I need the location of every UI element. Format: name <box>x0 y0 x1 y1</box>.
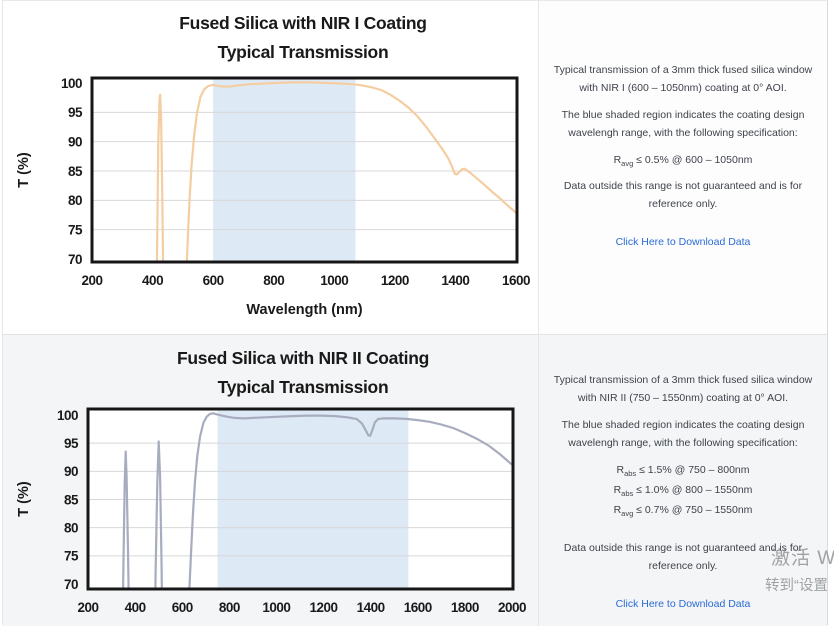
y-tick-label: 95 <box>64 436 79 451</box>
x-tick-label: 800 <box>263 273 284 288</box>
y-tick-label: 70 <box>64 577 78 592</box>
nir1-description-panel: Typical transmission of a 3mm thick fuse… <box>538 1 827 334</box>
x-tick-label: 1600 <box>502 273 530 288</box>
x-tick-label: 1400 <box>441 273 469 288</box>
x-tick-label: 600 <box>203 273 224 288</box>
nir2-disclaimer: Data outside this range is not guarantee… <box>563 542 803 572</box>
nir1-disclaimer: Data outside this range is not guarantee… <box>563 180 803 210</box>
nir2-chart-title: Fused Silica with NIR II Coating Typical… <box>69 344 537 402</box>
y-tick-label: 90 <box>68 134 82 149</box>
nir2-title-line2: Typical Transmission <box>217 377 389 397</box>
x-tick-label: 200 <box>77 600 98 615</box>
section-nir2: Fused Silica with NIR II Coating Typical… <box>3 334 827 626</box>
section-nir1: Fused Silica with NIR I Coating Typical … <box>3 1 827 334</box>
x-tick-label: 1400 <box>357 600 385 615</box>
y-tick-label: 85 <box>68 164 83 179</box>
y-tick-label: 75 <box>68 222 83 237</box>
plot-border <box>86 407 515 591</box>
nir1-chart-cell: Fused Silica with NIR I Coating Typical … <box>3 1 538 334</box>
x-tick-label: 200 <box>81 273 102 288</box>
nir1-transmission-chart: 200 400 600 800 1000 1200 1400 1600 70 75 80 85 90 95… <box>16 76 531 318</box>
x-tick-label: 600 <box>172 600 193 615</box>
nir2-title-line1: Fused Silica with NIR II Coating <box>177 348 429 368</box>
y-axis-label: T (%) <box>16 481 32 517</box>
transmission-curve <box>122 412 512 588</box>
x-tick-label: 400 <box>142 273 163 288</box>
y-tick-label: 85 <box>64 492 79 507</box>
y-tick-label: 70 <box>68 252 82 267</box>
nir2-spec-block: Rabs ≤ 1.5% @ 750 – 800nm Rabs ≤ 1.0% @ … <box>551 461 815 519</box>
x-tick-label: 1600 <box>404 600 432 615</box>
y-axis-label: T (%) <box>16 152 32 188</box>
coating-design-range-shade <box>213 79 356 261</box>
x-tick-label: 400 <box>125 600 146 615</box>
x-tick-label: 1200 <box>381 273 409 288</box>
y-tick-label: 80 <box>64 520 78 535</box>
nir2-spec-ravg: Ravg ≤ 0.7% @ 750 – 1550nm <box>613 504 753 519</box>
y-tick-label: 80 <box>68 193 82 208</box>
nir2-transmission-chart: 200 400 600 800 1000 1200 1400 1600 1800 2000 70 75… <box>16 407 527 615</box>
nir1-title-line1: Fused Silica with NIR I Coating <box>179 13 427 33</box>
nir2-spec-rabs-1: Rabs ≤ 1.5% @ 750 – 800nm <box>616 464 750 479</box>
y-tick-label: 100 <box>61 76 82 91</box>
nir1-download-data-link[interactable]: Click Here to Download Data <box>615 236 751 248</box>
nir2-description-panel: Typical transmission of a 3mm thick fuse… <box>538 335 827 626</box>
x-tick-label: 1000 <box>262 600 290 615</box>
nir2-chart-cell: Fused Silica with NIR II Coating Typical… <box>3 335 538 626</box>
nir1-title-line2: Typical Transmission <box>217 42 389 62</box>
transmission-curve <box>155 81 516 261</box>
y-tick-label: 75 <box>64 549 79 564</box>
x-tick-label: 2000 <box>498 600 526 615</box>
nir1-description: Typical transmission of a 3mm thick fuse… <box>553 64 813 94</box>
x-axis-label: Wavelength (nm) <box>246 302 362 318</box>
nir2-download-data-link[interactable]: Click Here to Download Data <box>615 598 751 610</box>
nir2-description: Typical transmission of a 3mm thick fuse… <box>553 374 813 404</box>
x-tick-label: 800 <box>219 600 240 615</box>
nir1-shade-note: The blue shaded region indicates the coa… <box>561 109 805 139</box>
nir1-spec-block: Ravg ≤ 0.5% @ 600 – 1050nm <box>551 151 815 169</box>
y-tick-label: 95 <box>68 105 83 120</box>
nir1-spec-ravg: Ravg ≤ 0.5% @ 600 – 1050nm <box>613 154 753 169</box>
x-tick-label: 1000 <box>320 273 348 288</box>
nir2-spec-rabs-2: Rabs ≤ 1.0% @ 800 – 1550nm <box>613 484 753 499</box>
nir2-shade-note: The blue shaded region indicates the coa… <box>561 419 805 449</box>
y-tick-label: 100 <box>57 408 78 423</box>
plot-border <box>90 76 519 264</box>
y-tick-label: 90 <box>64 464 78 479</box>
x-tick-label: 1200 <box>310 600 338 615</box>
x-tick-label: 1800 <box>451 600 479 615</box>
nir1-chart-title: Fused Silica with NIR I Coating Typical … <box>69 9 537 67</box>
